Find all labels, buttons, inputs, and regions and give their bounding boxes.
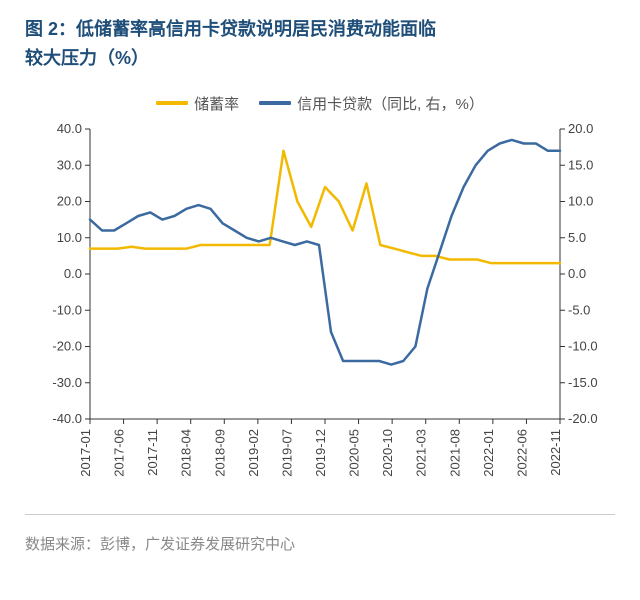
svg-text:-5.0: -5.0 [568, 302, 590, 317]
footer-source: 数据来源：彭博，广发证券发展研究中心 [25, 514, 615, 554]
svg-text:-20.0: -20.0 [568, 411, 598, 426]
svg-text:-10.0: -10.0 [568, 338, 598, 353]
legend-swatch-credit [259, 101, 291, 105]
svg-text:0.0: 0.0 [568, 266, 586, 281]
svg-text:2019-02: 2019-02 [246, 429, 261, 477]
svg-text:2018-04: 2018-04 [179, 429, 194, 477]
title-line-2: 较大压力（%） [25, 48, 149, 68]
svg-text:15.0: 15.0 [568, 157, 593, 172]
chart-svg: 40.0 30.0 20.0 10.0 0.0 -10.0 -20.0 -30.0 -40.0 2… [30, 119, 610, 499]
svg-text:2017-11: 2017-11 [145, 429, 160, 476]
svg-text:2021-03: 2021-03 [414, 429, 429, 477]
svg-text:10.0: 10.0 [568, 193, 593, 208]
title-line-1: 图 2：低储蓄率高信用卡贷款说明居民消费动能面临 [25, 19, 436, 39]
svg-text:-10.0: -10.0 [52, 302, 82, 317]
svg-text:40.0: 40.0 [57, 121, 82, 136]
svg-text:30.0: 30.0 [57, 157, 82, 172]
legend-item-savings: 储蓄率 [156, 93, 239, 114]
svg-text:2018-09: 2018-09 [212, 429, 227, 477]
svg-text:2022-06: 2022-06 [514, 429, 529, 477]
chart-title: 图 2：低储蓄率高信用卡贷款说明居民消费动能面临 较大压力（%） [0, 0, 640, 83]
svg-text:5.0: 5.0 [568, 229, 586, 244]
svg-text:2019-07: 2019-07 [279, 429, 294, 477]
svg-text:10.0: 10.0 [57, 229, 82, 244]
legend-label-credit: 信用卡贷款（同比, 右，%） [297, 93, 484, 114]
svg-text:2017-01: 2017-01 [78, 429, 93, 477]
svg-text:-40.0: -40.0 [52, 411, 82, 426]
svg-text:2020-05: 2020-05 [347, 429, 362, 477]
svg-text:2022-11: 2022-11 [548, 429, 563, 476]
legend-swatch-savings [156, 101, 188, 105]
chart-area: 40.0 30.0 20.0 10.0 0.0 -10.0 -20.0 -30.0 -40.0 2… [30, 119, 610, 499]
svg-text:20.0: 20.0 [568, 121, 593, 136]
legend-item-credit: 信用卡贷款（同比, 右，%） [259, 93, 484, 114]
svg-text:2017-06: 2017-06 [112, 429, 127, 477]
svg-text:-20.0: -20.0 [52, 338, 82, 353]
legend: 储蓄率 信用卡贷款（同比, 右，%） [0, 83, 640, 119]
svg-text:20.0: 20.0 [57, 193, 82, 208]
svg-text:-15.0: -15.0 [568, 374, 598, 389]
svg-text:2022-01: 2022-01 [481, 429, 496, 477]
svg-text:2020-10: 2020-10 [380, 429, 395, 477]
svg-text:-30.0: -30.0 [52, 374, 82, 389]
svg-text:2021-08: 2021-08 [447, 429, 462, 477]
svg-text:0.0: 0.0 [64, 266, 82, 281]
svg-text:2019-12: 2019-12 [313, 429, 328, 477]
legend-label-savings: 储蓄率 [194, 93, 239, 114]
